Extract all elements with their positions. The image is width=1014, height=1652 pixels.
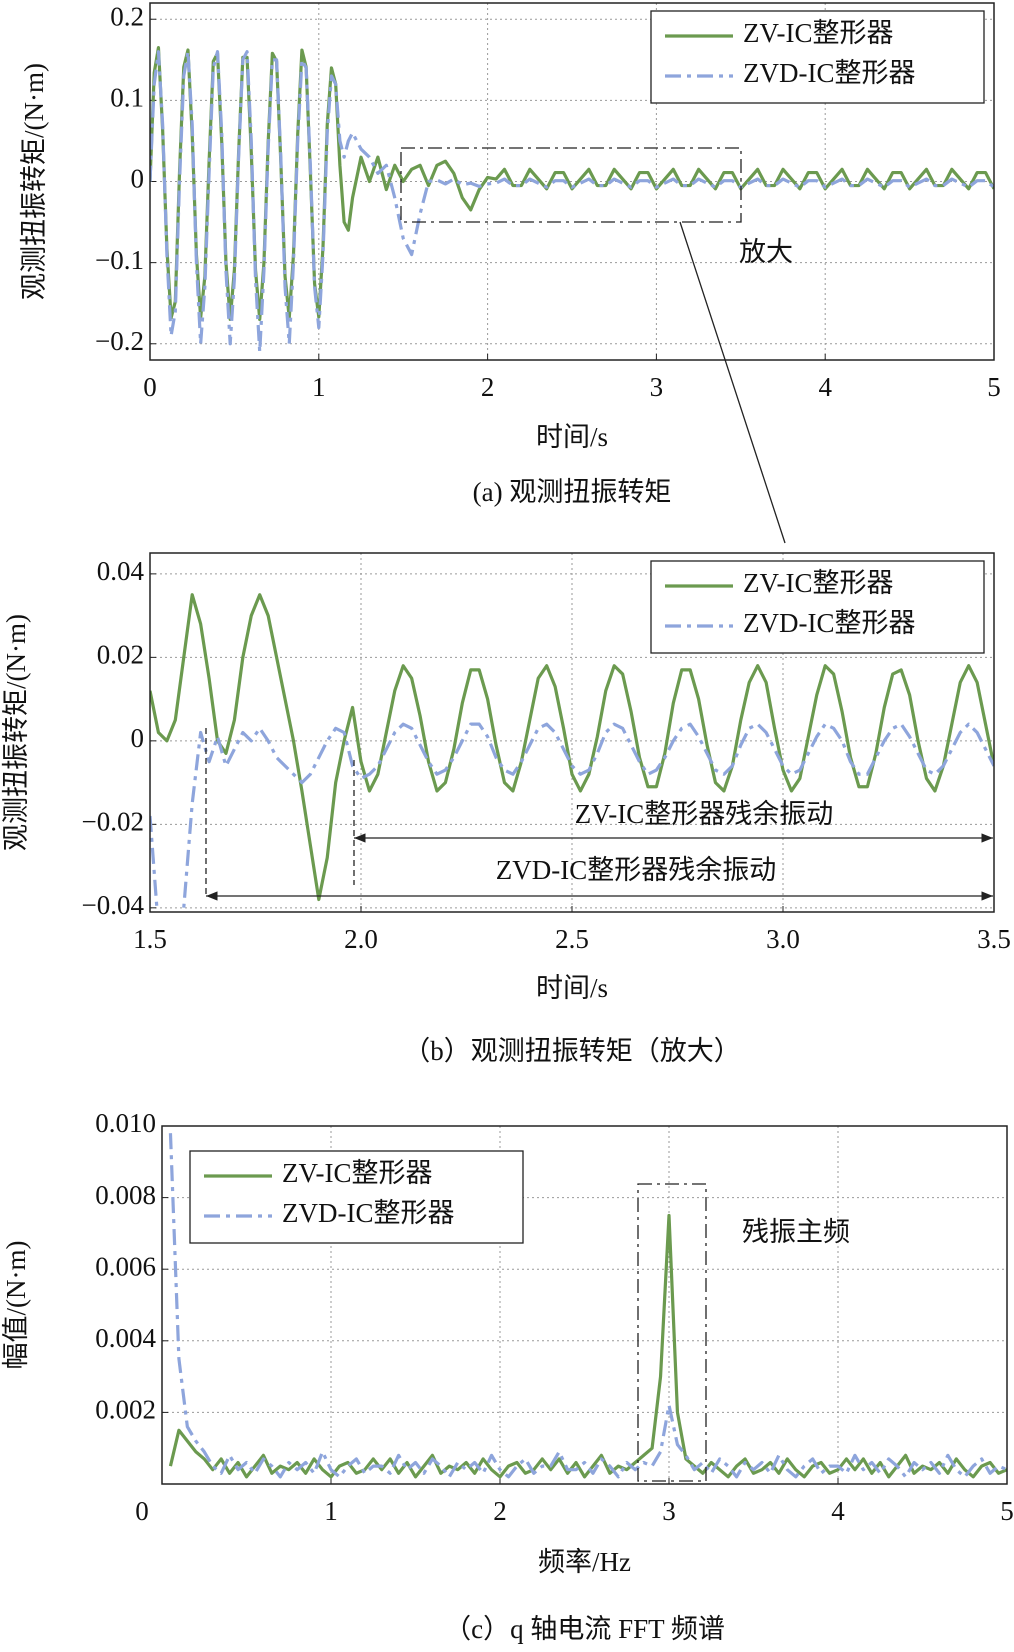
x-tick-label: 3 bbox=[650, 372, 664, 402]
plot: 0.002 0.004 0.006 0.008 0.010 0 1 2 3 4 5 ZV-IC整形器 Z… bbox=[1, 1108, 1014, 1644]
y-tick-label: −0.02 bbox=[82, 807, 144, 837]
legend-label: ZVD-IC整形器 bbox=[743, 608, 915, 638]
y-tick-label: 0.004 bbox=[95, 1323, 156, 1353]
x-axis-label: 时间/s bbox=[536, 973, 608, 1003]
x-tick-label: 1 bbox=[312, 372, 326, 402]
y-axis-label: 幅值/(N·m) bbox=[1, 1241, 31, 1370]
y-tick-label: −0.2 bbox=[95, 326, 144, 356]
y-axis-label: 观测扭振转矩/(N·m) bbox=[19, 63, 49, 300]
y-tick-label: 0.002 bbox=[95, 1395, 156, 1425]
y-tick-label: 0 bbox=[131, 164, 145, 194]
axes-frame bbox=[149, 2, 995, 361]
series-group bbox=[168, 1133, 1007, 1479]
x-tick-label: 1.5 bbox=[133, 924, 167, 954]
y-tick-label: 0.1 bbox=[110, 83, 144, 113]
data-line bbox=[150, 722, 994, 912]
axes-frame bbox=[161, 1125, 1008, 1485]
x-tick-label: 2 bbox=[493, 1496, 507, 1526]
y-tick-label: 0 bbox=[131, 723, 145, 753]
series-group bbox=[150, 593, 994, 912]
x-tick-label: 2 bbox=[481, 372, 495, 402]
legend-label: ZV-IC整形器 bbox=[743, 568, 894, 598]
y-tick-label: 0.006 bbox=[95, 1251, 156, 1281]
legend-box bbox=[650, 560, 985, 654]
legend-label: ZV-IC整形器 bbox=[282, 1158, 433, 1188]
data-line bbox=[150, 50, 994, 354]
x-tick-label: 0 bbox=[135, 1496, 149, 1526]
y-tick-label: −0.04 bbox=[82, 890, 145, 920]
y-axis-label: 观测扭振转矩/(N·m) bbox=[1, 614, 31, 851]
x-tick-label: 3.0 bbox=[766, 924, 800, 954]
x-tick-label: 5 bbox=[1000, 1496, 1014, 1526]
legend-box bbox=[189, 1150, 524, 1244]
x-tick-label: 2.0 bbox=[344, 924, 378, 954]
legend-label: ZVD-IC整形器 bbox=[282, 1198, 454, 1228]
x-tick-label: 3 bbox=[662, 1496, 676, 1526]
zoom-box bbox=[400, 147, 742, 223]
data-line bbox=[168, 1213, 1007, 1479]
x-axis-label: 频率/Hz bbox=[538, 1547, 631, 1577]
caption: （c）q 轴电流 FFT 频谱 bbox=[444, 1614, 725, 1644]
y-tick-label: −0.1 bbox=[95, 245, 144, 275]
peak-box bbox=[637, 1183, 707, 1482]
plot: −0.2 −0.1 0 0.1 0.2 0 1 2 3 4 5 ZV-IC整形器 ZVD-IC整形器时间… bbox=[19, 1, 1001, 507]
zoom-leader bbox=[679, 221, 786, 544]
x-tick-label: 1 bbox=[324, 1496, 338, 1526]
annotation: ZV-IC整形器残余振动 bbox=[575, 799, 834, 829]
plot: −0.04 −0.02 0 0.02 0.04 1.5 2.0 2.5 3.0 3.5 ZV-IC整… bbox=[1, 552, 1011, 1066]
y-tick-label: 0.010 bbox=[95, 1108, 156, 1138]
y-tick-label: 0.008 bbox=[95, 1180, 156, 1210]
y-tick-label: 0.2 bbox=[110, 1, 144, 31]
caption: （b）观测扭振转矩（放大） bbox=[403, 1036, 741, 1066]
y-tick-label: 0.02 bbox=[97, 640, 144, 670]
x-tick-label: 2.5 bbox=[555, 924, 589, 954]
axes-frame bbox=[149, 552, 995, 913]
x-tick-label: 4 bbox=[831, 1496, 845, 1526]
x-tick-label: 3.5 bbox=[977, 924, 1011, 954]
legend-box bbox=[650, 10, 985, 104]
legend-label: ZV-IC整形器 bbox=[743, 18, 894, 48]
legend-label: ZVD-IC整形器 bbox=[743, 58, 915, 88]
y-tick-label: 0.04 bbox=[97, 556, 145, 586]
x-tick-label: 0 bbox=[143, 372, 157, 402]
x-tick-label: 4 bbox=[818, 372, 832, 402]
x-axis-label: 时间/s bbox=[536, 422, 608, 452]
annotation: 放大 bbox=[739, 237, 793, 267]
x-tick-label: 5 bbox=[987, 372, 1001, 402]
series-group bbox=[150, 46, 994, 354]
caption: (a) 观测扭振转矩 bbox=[473, 477, 672, 507]
annotation: ZVD-IC整形器残余振动 bbox=[496, 855, 776, 885]
annotation: 残振主频 bbox=[742, 1217, 850, 1247]
